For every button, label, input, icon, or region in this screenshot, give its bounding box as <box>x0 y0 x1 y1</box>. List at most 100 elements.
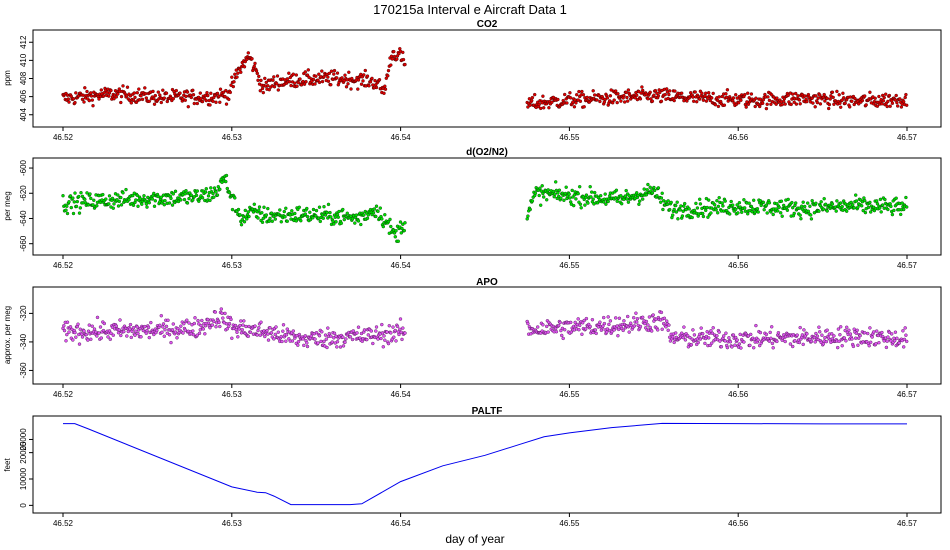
co2-data-point <box>329 82 333 87</box>
apo-data-point <box>167 333 172 337</box>
apo-data-point <box>605 330 609 334</box>
apo-data-point <box>166 318 170 322</box>
o2n2-data-point <box>279 220 283 224</box>
o2n2-data-point <box>381 224 385 229</box>
o2n2-data-point <box>623 194 628 198</box>
co2-data-point <box>89 94 94 98</box>
apo-data-point <box>739 346 743 350</box>
o2n2-data-point <box>362 213 366 217</box>
apo-data-point <box>109 331 113 335</box>
co2-data-point <box>332 72 336 76</box>
o2n2-data-point <box>716 211 720 215</box>
o2n2-data-point <box>749 204 754 209</box>
apo-data-point <box>561 336 565 341</box>
apo-data-point <box>143 324 147 329</box>
o2n2-data-point <box>883 197 887 202</box>
apo-data-point <box>343 340 347 344</box>
co2-data-point <box>139 94 143 98</box>
o2n2-data-point <box>101 192 105 197</box>
co2-data-point <box>888 104 892 109</box>
co2-data-point <box>383 87 388 91</box>
o2n2-data-point <box>334 220 338 224</box>
apo-data-point <box>797 340 802 345</box>
co2-data-point <box>731 96 736 100</box>
apo-data-point <box>615 324 619 328</box>
apo-data-point <box>588 324 592 329</box>
o2n2-data-point <box>889 204 893 209</box>
apo-data-point <box>393 328 397 333</box>
co2-data-point <box>693 90 697 94</box>
apo-data-point <box>320 330 324 334</box>
o2n2-data-point <box>637 202 641 207</box>
apo-data-point <box>67 330 71 334</box>
o2n2-data-point <box>839 201 843 205</box>
apo-data-point <box>161 322 166 326</box>
o2n2-data-point <box>902 207 906 212</box>
apo-data-point <box>324 337 328 341</box>
co2-data-point <box>384 76 388 81</box>
o2n2-x-axis: 46.52 46.53 46.54 46.55 46.56 46.57 <box>53 255 918 270</box>
co2-data-point <box>392 49 396 54</box>
o2n2-data-point <box>900 201 904 205</box>
co2-data-point <box>152 96 156 101</box>
apo-data-point <box>724 331 728 335</box>
co2-data-point <box>80 97 85 102</box>
apo-data-point <box>659 310 664 315</box>
co2-data-point <box>668 89 672 93</box>
co2-data-point <box>303 70 307 74</box>
co2-data-point <box>109 88 113 93</box>
o2n2-data-point <box>95 203 99 208</box>
co2-data-point <box>814 94 818 98</box>
o2n2-data-point <box>894 196 898 200</box>
co2-data-point <box>526 105 530 109</box>
co2-data-point <box>695 99 699 104</box>
apo-data-point <box>838 333 842 337</box>
apo-data-point <box>635 317 640 321</box>
o2n2-data-point <box>554 180 558 184</box>
apo-data-point <box>717 330 721 334</box>
co2-data-point <box>293 81 297 85</box>
co2-data-point <box>818 93 822 97</box>
apo-data-point <box>395 324 400 329</box>
o2n2-data-point <box>624 188 628 193</box>
co2-data-point <box>542 106 546 110</box>
co2-data-point <box>129 101 134 105</box>
apo-data-point <box>632 316 636 320</box>
apo-data-point <box>845 325 849 329</box>
co2-data-point <box>89 91 93 95</box>
co2-data-point <box>363 68 367 73</box>
o2n2-data-point <box>557 188 562 192</box>
o2n2-data-point <box>179 198 183 202</box>
apo-data-point <box>169 340 173 345</box>
co2-data-point <box>832 102 836 107</box>
o2n2-data-point <box>678 208 682 212</box>
co2-data-point <box>329 69 334 73</box>
apo-data-point <box>133 333 137 337</box>
o2n2-data-point <box>396 239 400 244</box>
apo-data-point <box>868 326 872 330</box>
apo-data-point <box>266 332 270 336</box>
co2-data-point <box>743 92 747 97</box>
co2-data-point <box>250 57 254 61</box>
apo-data-point <box>622 319 626 323</box>
co2-data-point <box>365 74 370 78</box>
apo-data-point <box>341 344 346 348</box>
co2-data-point <box>650 99 655 103</box>
o2n2-data-point <box>194 193 199 198</box>
apo-data-point <box>229 317 233 322</box>
co2-data-point <box>242 65 247 69</box>
apo-data-point <box>97 331 101 335</box>
co2-data-point <box>813 105 817 109</box>
o2n2-data-point <box>134 198 138 202</box>
apo-data-point <box>783 339 787 344</box>
apo-data-point <box>355 331 359 335</box>
co2-data-point <box>344 85 349 89</box>
o2n2-data-point <box>356 219 361 223</box>
o2n2-data-point <box>227 190 232 195</box>
apo-data-point <box>118 318 122 322</box>
apo-data-point <box>164 324 169 329</box>
co2-data-point <box>860 98 865 103</box>
co2-panel: CO2 ppm 46.52 46.53 46.54 46.55 46.56 46.57 4… <box>3 19 942 142</box>
o2n2-data-point <box>299 218 303 223</box>
apo-data-point <box>840 344 844 348</box>
